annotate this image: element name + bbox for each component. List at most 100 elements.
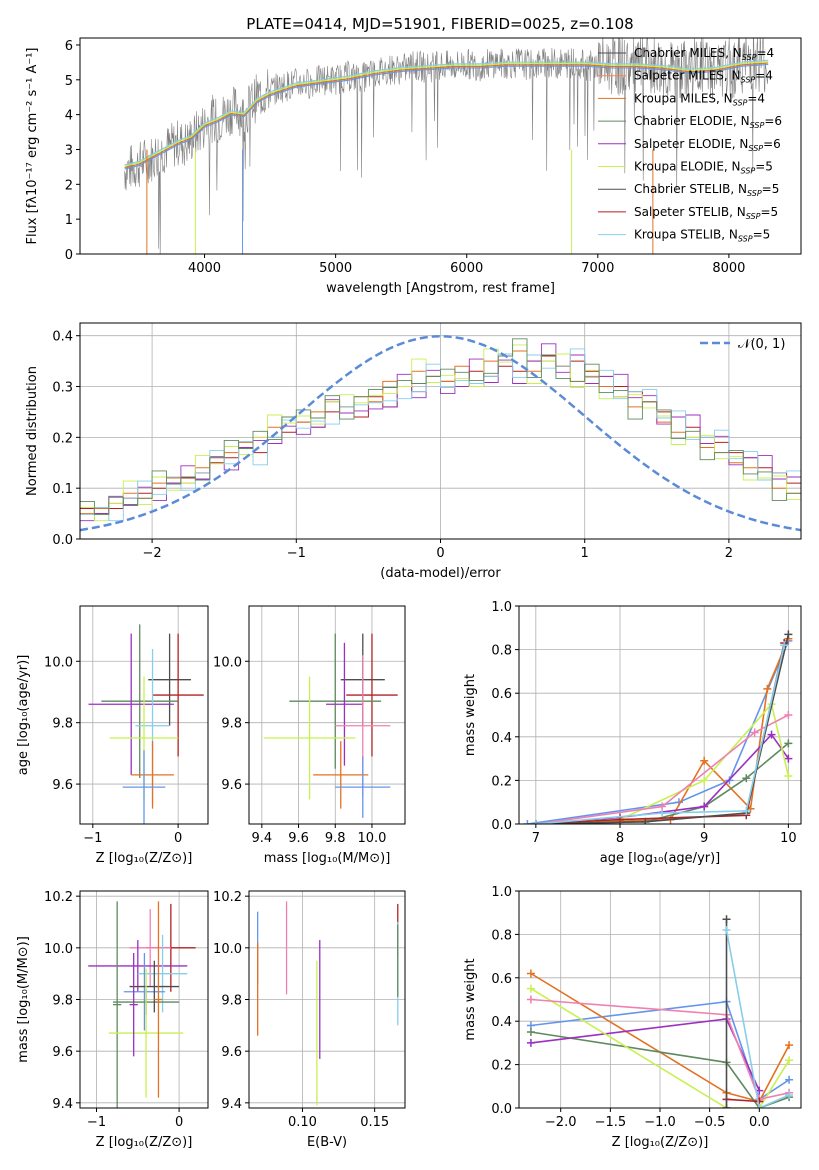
chart-mass_vs_Z: −1 0 9.4 9.6 9.8 10.0 10.2 Z [log₁₀(Z/Z⊙)] mass … [16, 890, 209, 1150]
x-tick-label: 9.8 [325, 831, 346, 846]
data-spectrum-line [124, 38, 769, 254]
x-tick-label: −1 [83, 831, 102, 846]
weight-marker [526, 995, 535, 1004]
y-tick-label: 0.0 [491, 1102, 512, 1117]
x-tick-label: 10 [780, 831, 797, 846]
y-tick-label: 10.2 [213, 890, 242, 905]
weight-marker [750, 728, 759, 737]
legend-label: Salpeter ELODIE, NSSP=6 [634, 137, 781, 153]
histogram-step [80, 338, 801, 516]
weight-marker [722, 926, 731, 935]
x-axis-label: Z [log₁₀(Z/Z⊙)] [96, 1135, 193, 1150]
x-tick-label: 0.15 [360, 1115, 389, 1130]
y-axis-label: mass weight [463, 674, 478, 756]
weight-line [726, 1098, 760, 1103]
weight-marker [755, 1104, 764, 1108]
y-tick-label: 1.0 [491, 885, 512, 900]
weight-marker [785, 1075, 794, 1084]
weight-marker [700, 802, 709, 811]
x-tick-label: 7 [532, 831, 540, 846]
weight-marker [784, 711, 793, 719]
y-tick-label: 10.0 [44, 942, 73, 957]
y-tick-label: 0.8 [491, 928, 512, 943]
x-tick-label: 0 [174, 831, 182, 846]
weight-line [530, 1031, 790, 1108]
axes-frame [248, 605, 406, 825]
weight-marker [531, 820, 540, 824]
x-axis-label: E(B-V) [307, 1135, 347, 1150]
x-tick-label: 6000 [450, 261, 483, 276]
plot-area [249, 891, 405, 1108]
y-tick-label: 0.2 [491, 1059, 512, 1074]
weight-marker [785, 1090, 794, 1099]
legend-label: Kroupa STELIB, NSSP=5 [634, 228, 770, 244]
y-tick-label: 0.1 [52, 482, 73, 497]
y-tick-label: 9.6 [52, 778, 73, 793]
y-tick-label: 10.0 [213, 655, 242, 670]
x-tick-label: 9.4 [252, 831, 273, 846]
y-tick-label: 2 [65, 178, 73, 193]
plot-area [80, 891, 208, 1108]
y-tick-label: 0.4 [491, 1015, 512, 1030]
x-axis-label: mass [log₁₀(M/M⊙)] [264, 851, 391, 866]
weight-marker [722, 915, 731, 924]
weight-marker [641, 817, 650, 824]
y-tick-label: 9.6 [52, 1045, 73, 1060]
y-tick-label: 0.6 [491, 687, 512, 702]
y-tick-label: 0.6 [491, 972, 512, 987]
y-axis-label: Normed distribution [25, 366, 40, 496]
weight-line [535, 714, 789, 824]
x-tick-label: 0.10 [288, 1115, 317, 1130]
y-axis-label: age [log₁₀(age/yr)] [16, 655, 31, 776]
y-tick-label: 10.2 [44, 890, 73, 905]
y-tick-label: 9.6 [221, 1045, 242, 1060]
x-tick-label: 9 [700, 831, 708, 846]
x-tick-label: −2 [143, 546, 162, 561]
legend-label: Chabrier ELODIE, NSSP=6 [634, 114, 782, 130]
x-tick-label: 8000 [712, 261, 745, 276]
y-tick-label: 9.6 [221, 778, 242, 793]
x-tick-label: 4000 [188, 261, 221, 276]
weight-marker [526, 1038, 535, 1047]
weight-line [530, 1018, 761, 1091]
weight-marker [784, 754, 793, 763]
y-tick-label: 9.8 [221, 717, 242, 732]
x-tick-label: 9.6 [288, 831, 309, 846]
legend-label: Kroupa ELODIE, NSSP=5 [634, 160, 773, 176]
x-tick-label: 7000 [581, 261, 614, 276]
weight-line [535, 642, 785, 824]
y-tick-label: 1 [65, 213, 73, 228]
weight-marker [784, 739, 793, 748]
weight-marker [784, 630, 793, 639]
weight-marker [658, 809, 667, 818]
axes-frame [79, 37, 802, 255]
x-tick-label: 5000 [319, 261, 352, 276]
y-axis-label: Flux [fλ10⁻¹⁷ erg cm⁻² s⁻¹ A⁻¹] [25, 48, 40, 245]
chart-spectrum: 4000 5000 6000 7000 8000 0 1 2 3 4 5 6 wavelength [A… [25, 37, 802, 296]
y-tick-label: 0.8 [491, 644, 512, 659]
model-spectrum-line [124, 61, 769, 167]
plot-area [80, 323, 801, 539]
plot-area [124, 38, 769, 254]
x-tick-label: 10.0 [357, 831, 386, 846]
legend-label: Kroupa MILES, NSSP=4 [634, 91, 765, 107]
y-tick-label: 3 [65, 143, 73, 158]
weight-line [535, 634, 790, 824]
x-axis-label: age [log₁₀(age/yr)] [600, 851, 721, 866]
y-tick-label: 0.4 [52, 330, 73, 345]
weight-line [530, 998, 790, 1101]
x-tick-label: −2.0 [545, 1115, 577, 1130]
x-tick-label: −1 [287, 546, 306, 561]
x-tick-label: 8 [616, 831, 624, 846]
y-tick-label: 0.3 [52, 381, 73, 396]
weight-line [530, 1000, 790, 1101]
x-tick-label: −1.5 [595, 1115, 627, 1130]
y-tick-label: 0.0 [52, 533, 73, 548]
legend-label: Chabrier STELIB, NSSP=5 [634, 182, 779, 198]
chart-mass_vs_EBV: 0.10 0.15 9.4 9.6 9.8 10.0 10.2 E(B-V) [213, 890, 406, 1150]
y-tick-label: 6 [65, 39, 73, 54]
weight-marker [523, 820, 532, 824]
axes-frame [79, 605, 209, 825]
weight-marker [722, 1104, 731, 1108]
